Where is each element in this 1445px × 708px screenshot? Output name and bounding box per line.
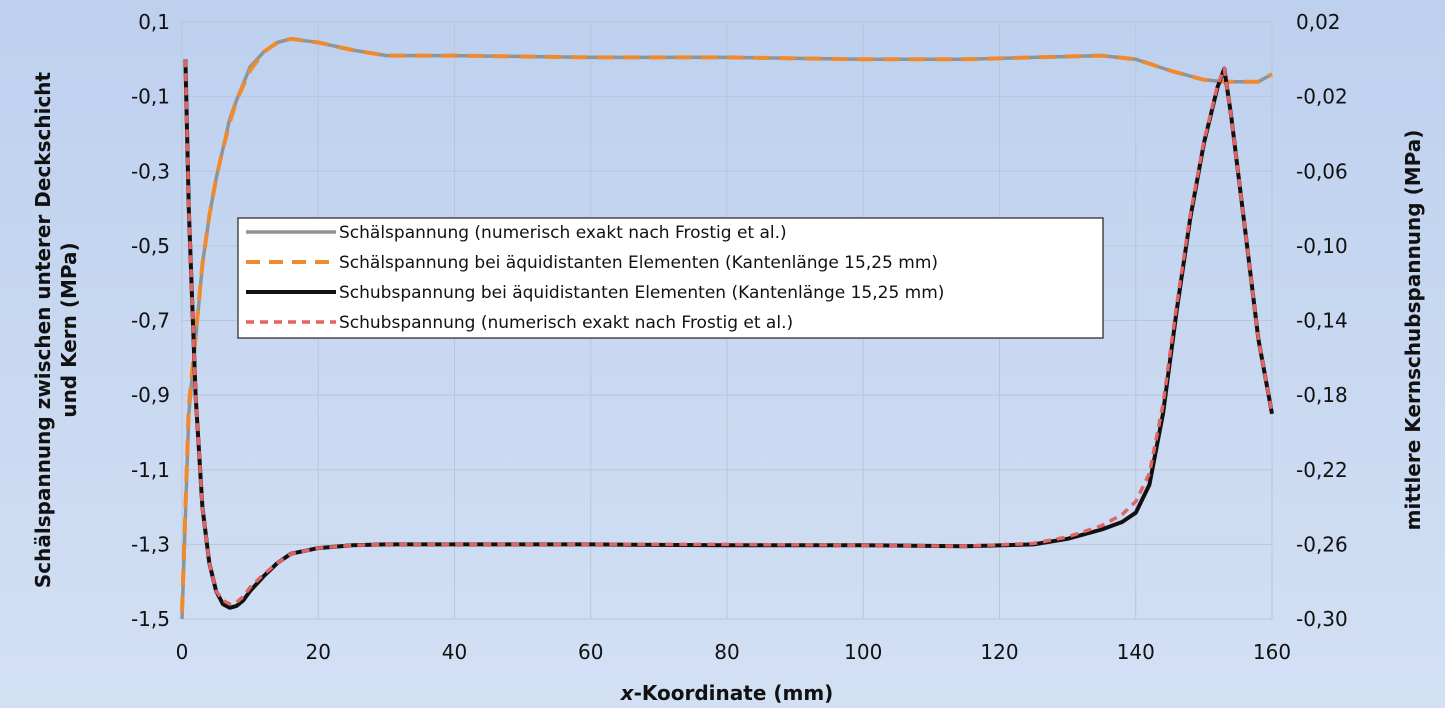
y-tick-label: -1,3 [131, 532, 170, 556]
y2-tick-label: -0,14 [1296, 309, 1348, 333]
y-tick-label: -1,1 [131, 458, 170, 482]
x-tick-label: 0 [176, 640, 189, 664]
y2-tick-label: -0,18 [1296, 383, 1348, 407]
y-tick-label: 0,1 [138, 10, 170, 34]
y-tick-label: -0,9 [131, 383, 170, 407]
y2-axis-title: mittlere Kernschubspannung (MPa) [1401, 130, 1425, 531]
data-series [180, 36, 1274, 620]
legend-label-3: Schubspannung bei äquidistanten Elemente… [339, 283, 944, 303]
y2-tick-label: -0,10 [1296, 234, 1348, 258]
x-tick-label: 100 [844, 640, 882, 664]
y2-tick-label: -0,02 [1296, 85, 1348, 109]
legend-label-4: Schubspannung (numerisch exakt nach Fros… [339, 313, 793, 333]
y-axis-title-line2: und Kern (MPa) [57, 242, 81, 417]
x-tick-label: 60 [578, 640, 603, 664]
y-tick-label: -0,1 [131, 85, 170, 109]
legend-label-1: Schälspannung (numerisch exakt nach Fros… [339, 223, 787, 243]
y-axis-title-line1: Schälspannung zwischen unterer Deckschic… [31, 71, 55, 588]
x-axis-title-italic: x [620, 681, 635, 705]
y2-tick-label: -0,26 [1296, 532, 1348, 556]
legend: Schälspannung (numerisch exakt nach Fros… [237, 217, 1104, 339]
y2-tick-label: -0,06 [1296, 159, 1348, 183]
y-tick-label: -0,5 [131, 234, 170, 258]
tick-labels: 0 20 40 60 80 100 120 140 160 0,1 0,02 -0,1 -0,02 -0,… [131, 10, 1348, 664]
y2-tick-label: 0,02 [1296, 10, 1341, 34]
x-tick-label: 40 [442, 640, 467, 664]
x-tick-label: 160 [1253, 640, 1291, 664]
series-line-2 [180, 36, 1273, 612]
series-line-4 [183, 59, 1274, 606]
x-tick-label: 20 [306, 640, 331, 664]
x-tick-label: 140 [1117, 640, 1155, 664]
x-axis-title: x-Koordinate (mm) [620, 681, 834, 705]
y-tick-label: -0,3 [131, 159, 170, 183]
y2-tick-label: -0,30 [1296, 607, 1348, 631]
y-tick-label: -0,7 [131, 309, 170, 333]
y-tick-label: -1,5 [131, 607, 170, 631]
x-tick-label: 80 [714, 640, 739, 664]
x-axis-title-rest: -Koordinate (mm) [634, 681, 834, 705]
legend-label-2: Schälspannung bei äquidistanten Elemente… [339, 253, 938, 273]
x-tick-label: 120 [980, 640, 1018, 664]
y2-tick-label: -0,22 [1296, 458, 1348, 482]
legend-box [237, 217, 1104, 339]
